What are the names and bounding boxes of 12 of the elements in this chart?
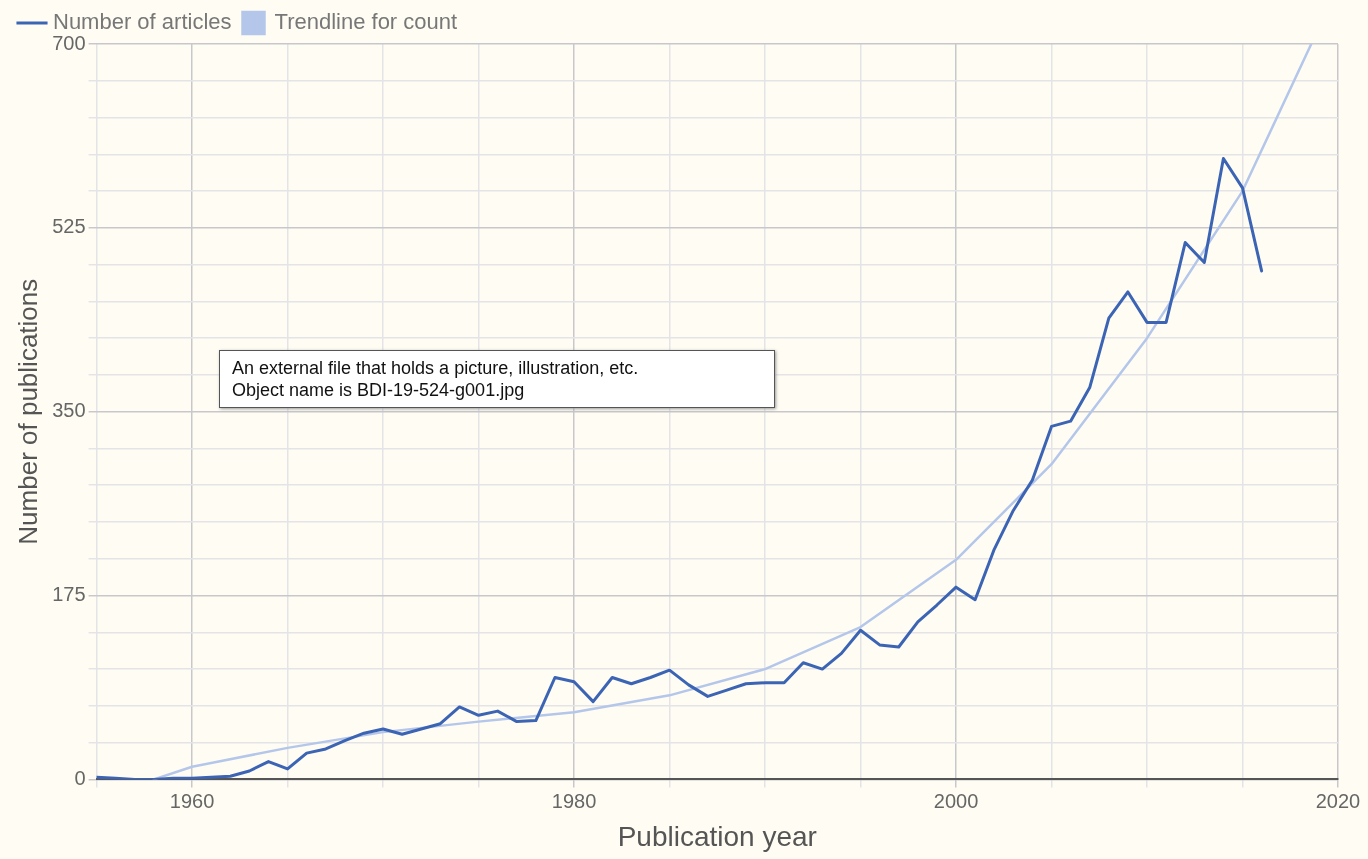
y-tick-label: 175 [52,583,86,606]
y-tick-label: 525 [52,215,86,238]
y-tick-label: 350 [52,399,86,422]
x-tick-label: 2000 [933,789,979,812]
legend-label: Trendline for count [274,9,458,35]
x-tick-label: 2020 [1315,789,1361,812]
y-axis-title: Number of publications [12,278,43,545]
x-axis-title: Publication year [617,820,817,852]
x-tick-label: 1980 [551,789,597,812]
note-box: An external file that holds a picture, illustration, etc. Object name is BDI-19-524-g001.jpg [219,350,775,408]
y-tick-label: 0 [74,766,86,789]
x-tick-label: 1960 [169,789,215,812]
